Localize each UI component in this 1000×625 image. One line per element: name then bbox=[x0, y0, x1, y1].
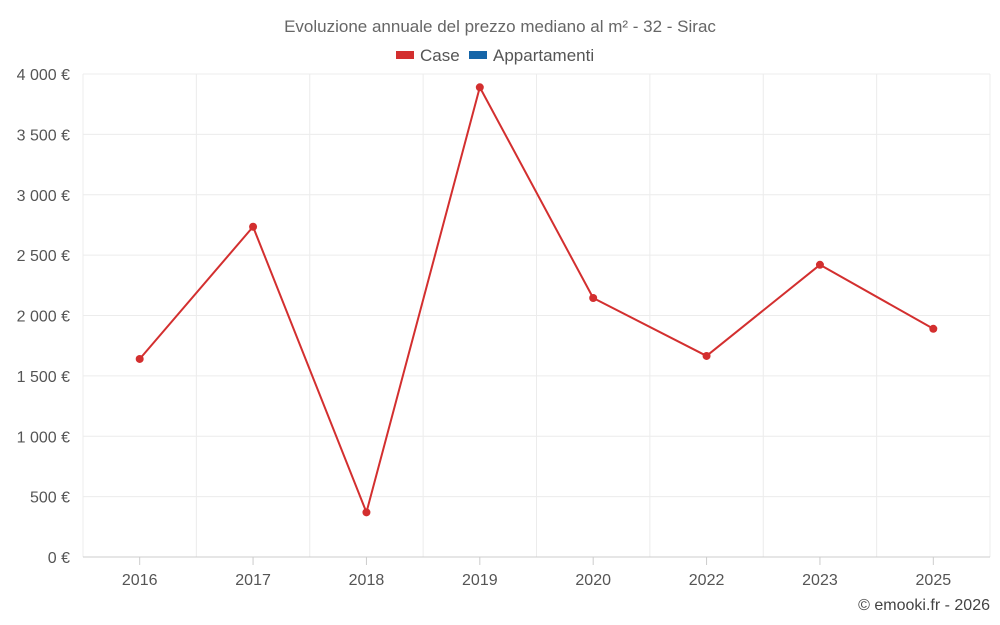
data-point[interactable] bbox=[929, 324, 938, 333]
y-tick-label: 0 € bbox=[48, 550, 70, 567]
y-tick-label: 1 000 € bbox=[17, 429, 70, 446]
legend-label-case[interactable]: Case bbox=[420, 46, 460, 65]
x-tick-label: 2020 bbox=[575, 572, 611, 589]
legend-swatch-appartamenti[interactable] bbox=[469, 51, 487, 59]
y-axis: 0 € 500 € 1 000 € 1 500 € 2 000 € 2 500 € 3 00… bbox=[17, 67, 70, 567]
x-tick-label: 2016 bbox=[122, 572, 158, 589]
data-point[interactable] bbox=[249, 222, 258, 231]
y-tick-label: 2 500 € bbox=[17, 248, 70, 265]
x-tick-label: 2018 bbox=[349, 572, 385, 589]
x-tick-label: 2019 bbox=[462, 572, 498, 589]
x-tick-label: 2023 bbox=[802, 572, 838, 589]
data-point[interactable] bbox=[135, 354, 144, 363]
credit-text: © emooki.fr - 2026 bbox=[858, 597, 990, 614]
data-point[interactable] bbox=[702, 351, 711, 360]
y-tick-label: 500 € bbox=[30, 490, 70, 507]
x-axis: 2016 2017 2018 2019 2020 2022 2023 2025 bbox=[83, 556, 990, 589]
data-point[interactable] bbox=[815, 260, 824, 269]
x-tick-label: 2022 bbox=[689, 572, 725, 589]
legend-label-appartamenti[interactable]: Appartamenti bbox=[493, 46, 594, 65]
gridlines bbox=[82, 73, 991, 557]
y-tick-label: 4 000 € bbox=[17, 67, 70, 84]
y-tick-label: 3 000 € bbox=[17, 188, 70, 205]
series-line bbox=[138, 86, 934, 514]
x-tick-label: 2025 bbox=[916, 572, 952, 589]
legend-swatch-case[interactable] bbox=[396, 51, 414, 59]
x-tick-label: 2017 bbox=[235, 572, 271, 589]
series-case bbox=[135, 83, 938, 517]
y-tick-label: 2 000 € bbox=[17, 309, 70, 326]
chart-title: Evoluzione annuale del prezzo mediano al… bbox=[284, 17, 716, 36]
data-point[interactable] bbox=[475, 83, 484, 92]
y-tick-label: 1 500 € bbox=[17, 369, 70, 386]
data-point[interactable] bbox=[362, 508, 371, 517]
data-point[interactable] bbox=[589, 293, 598, 302]
y-tick-label: 3 500 € bbox=[17, 127, 70, 144]
legend: Case Appartamenti bbox=[396, 46, 594, 65]
